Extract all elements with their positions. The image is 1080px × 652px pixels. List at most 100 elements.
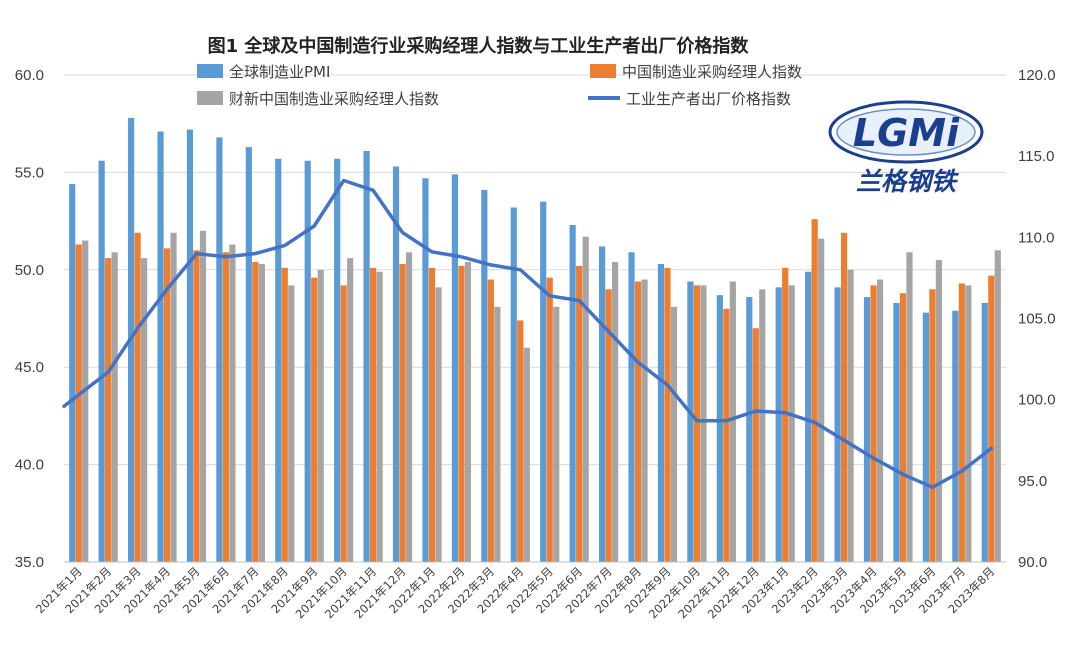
bar-0-27 xyxy=(863,297,871,562)
right-axis: 90.0 95.0 100.0 105.0 110.0 115.0 120.0 xyxy=(1018,67,1056,571)
legend-swatch-caixin-pmi xyxy=(197,91,223,105)
bar-1-6 xyxy=(252,262,259,562)
left-axis: 35.0 40.0 45.0 50.0 55.0 60.0 xyxy=(15,67,44,571)
bar-1-15 xyxy=(517,320,524,562)
bars xyxy=(69,117,1001,563)
bar-2-11 xyxy=(405,252,413,562)
bar-0-24 xyxy=(775,287,782,562)
bar-1-21 xyxy=(693,285,701,562)
bar-1-1 xyxy=(105,258,112,562)
logo-subtext: 兰格钢铁 xyxy=(856,167,959,196)
y-left-tick-label: 35.0 xyxy=(15,554,44,571)
bar-0-8 xyxy=(304,160,311,562)
legend-label-china-pmi: 中国制造业采购经理人指数 xyxy=(622,63,802,81)
bar-2-27 xyxy=(876,279,884,562)
bar-2-29 xyxy=(935,260,943,562)
bar-0-29 xyxy=(922,312,929,562)
bar-1-24 xyxy=(782,267,789,562)
bar-2-0 xyxy=(82,240,89,562)
bar-0-16 xyxy=(540,201,547,562)
bar-0-11 xyxy=(392,166,400,562)
bar-0-19 xyxy=(628,252,635,562)
bar-0-22 xyxy=(716,295,723,562)
bar-2-18 xyxy=(612,262,619,562)
y-right-tick-label: 95.0 xyxy=(1018,473,1047,490)
bar-2-16 xyxy=(553,306,560,562)
bar-2-30 xyxy=(965,285,972,562)
bar-2-1 xyxy=(111,252,118,562)
bar-2-17 xyxy=(582,236,589,562)
chart-title: 图1 全球及中国制造行业采购经理人指数与工业生产者出厂价格指数 xyxy=(208,35,750,57)
bar-1-23 xyxy=(752,328,759,562)
bar-1-20 xyxy=(664,267,671,562)
bar-1-4 xyxy=(193,250,200,562)
bar-0-14 xyxy=(481,189,488,562)
bar-2-21 xyxy=(700,285,707,562)
y-right-tick-label: 90.0 xyxy=(1018,554,1047,571)
bar-1-11 xyxy=(399,263,406,562)
bar-0-10 xyxy=(363,150,370,563)
bar-0-3 xyxy=(157,131,164,562)
bar-0-15 xyxy=(510,207,517,563)
price-index-line xyxy=(62,178,994,490)
bar-1-7 xyxy=(281,267,288,562)
bar-0-6 xyxy=(245,147,252,563)
bar-2-2 xyxy=(141,258,148,562)
bar-2-8 xyxy=(317,269,324,562)
bar-2-19 xyxy=(641,279,648,562)
bar-2-5 xyxy=(229,244,236,562)
bar-0-20 xyxy=(657,263,665,562)
bar-1-16 xyxy=(546,277,553,562)
bar-0-26 xyxy=(834,287,841,562)
bar-2-9 xyxy=(347,258,354,562)
ppi-line xyxy=(62,178,994,490)
bar-0-7 xyxy=(275,158,282,563)
bar-2-7 xyxy=(288,285,295,562)
bar-2-4 xyxy=(199,230,207,562)
legend-swatch-china-pmi xyxy=(590,64,616,78)
bar-2-28 xyxy=(906,252,913,562)
bar-2-10 xyxy=(376,271,383,562)
legend-label-global-pmi: 全球制造业PMI xyxy=(229,63,330,81)
bar-1-17 xyxy=(576,265,583,562)
bar-1-28 xyxy=(899,293,907,562)
y-left-tick-label: 55.0 xyxy=(15,164,44,181)
bar-1-10 xyxy=(369,267,377,562)
y-left-tick-label: 40.0 xyxy=(15,457,44,474)
bar-0-17 xyxy=(569,224,576,562)
bar-2-3 xyxy=(170,232,177,562)
bar-0-13 xyxy=(451,174,458,562)
bar-2-24 xyxy=(788,285,795,562)
bar-2-6 xyxy=(258,263,265,562)
bar-1-25 xyxy=(811,219,818,563)
legend-label-caixin-pmi: 财新中国制造业采购经理人指数 xyxy=(229,90,439,108)
bar-2-20 xyxy=(670,306,678,562)
bar-0-18 xyxy=(598,246,606,562)
bar-1-27 xyxy=(870,285,877,562)
bar-1-29 xyxy=(929,289,936,562)
bar-0-4 xyxy=(186,129,194,562)
legend-label-ppi: 工业生产者出厂价格指数 xyxy=(626,90,791,108)
bar-0-23 xyxy=(746,297,753,562)
bar-0-12 xyxy=(422,178,429,562)
bar-0-30 xyxy=(952,310,959,562)
bar-1-31 xyxy=(988,275,995,562)
logo-text: LGMi xyxy=(853,111,960,155)
y-left-tick-label: 50.0 xyxy=(15,262,44,279)
bar-2-22 xyxy=(729,281,736,562)
y-right-tick-label: 120.0 xyxy=(1018,67,1056,84)
y-right-tick-label: 115.0 xyxy=(1018,148,1054,165)
bar-1-13 xyxy=(458,265,465,562)
legend: 全球制造业PMI 中国制造业采购经理人指数 财新中国制造业采购经理人指数 工业生… xyxy=(197,63,802,108)
bar-2-25 xyxy=(818,238,825,562)
bar-2-15 xyxy=(523,347,530,562)
y-left-tick-label: 45.0 xyxy=(15,359,44,376)
bar-1-2 xyxy=(134,232,141,562)
bar-1-14 xyxy=(487,279,494,562)
bar-2-23 xyxy=(759,289,766,562)
bar-2-31 xyxy=(994,250,1001,562)
bar-0-9 xyxy=(334,158,341,563)
bar-0-28 xyxy=(893,302,900,562)
bar-2-13 xyxy=(464,262,472,562)
